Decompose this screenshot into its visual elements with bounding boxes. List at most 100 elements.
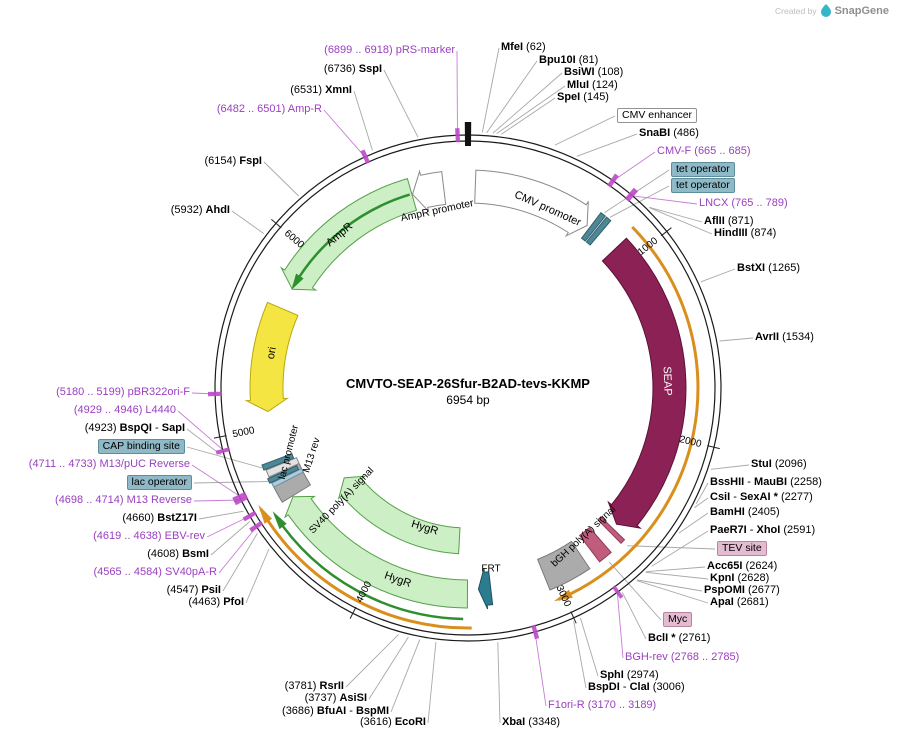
leader-psii bbox=[222, 533, 258, 592]
leader-bcli bbox=[621, 592, 647, 640]
feature-frt bbox=[477, 568, 494, 610]
feature-m13-rev bbox=[271, 468, 304, 488]
feature-tet-operator bbox=[580, 212, 607, 242]
primer-mark-lncx bbox=[624, 187, 638, 202]
primer-mark-cmv-f bbox=[607, 173, 619, 188]
feature-hygr-orf-arrowhead bbox=[272, 511, 287, 530]
leader-snabi bbox=[576, 133, 638, 157]
feature-hygr-orf bbox=[274, 514, 464, 621]
feature-hygr bbox=[283, 495, 469, 609]
snapgene-logo-icon bbox=[820, 4, 831, 17]
leader-myc bbox=[608, 561, 662, 621]
leader-asisi bbox=[368, 636, 409, 700]
feature-myc bbox=[578, 526, 612, 563]
leader-paer7i-xhoi bbox=[651, 530, 709, 567]
leader-bspqi-sapi bbox=[186, 428, 222, 456]
feature-bgh-poly-a-signal bbox=[536, 540, 591, 591]
leader-m13-puc-reverse bbox=[191, 464, 241, 498]
feature-hygr bbox=[337, 475, 461, 555]
leader-fspi bbox=[263, 161, 300, 197]
inner-label-m13-rev: M13 rev bbox=[301, 436, 323, 474]
leader-bsmi bbox=[210, 521, 250, 556]
inner-label-seap: SEAP bbox=[661, 366, 674, 396]
leader-ahdi bbox=[231, 210, 265, 234]
feature-seap-orf bbox=[557, 225, 700, 601]
primer-mark-l4440 bbox=[215, 447, 231, 455]
feature-ori bbox=[244, 301, 299, 413]
feature-tet-operator bbox=[585, 216, 612, 246]
leader-xmni bbox=[353, 90, 373, 151]
plasmid-title-block: CMVTO-SEAP-26Sfur-B2AD-tevs-KKMP 6954 bp bbox=[346, 376, 590, 407]
leader-lac-operator bbox=[193, 481, 268, 484]
leader-stui bbox=[710, 464, 750, 470]
leader-bstxi bbox=[700, 268, 736, 283]
inner-label-frt: FRT bbox=[481, 564, 500, 575]
leader-sspi bbox=[383, 69, 419, 138]
feature-seap bbox=[601, 237, 687, 529]
primer-mark-m13-reverse bbox=[234, 495, 249, 506]
leader-csii-sexai bbox=[694, 497, 709, 509]
leader-ecori bbox=[427, 641, 437, 724]
leader-l4440 bbox=[177, 410, 225, 452]
tick-2000 bbox=[707, 445, 720, 450]
primer-mark-bgh-rev bbox=[612, 585, 624, 599]
leader-bpu10i bbox=[486, 60, 538, 133]
leader-cmv-f bbox=[612, 151, 656, 182]
watermark: Created by SnapGene bbox=[775, 4, 889, 17]
feature-cmv-promoter bbox=[474, 169, 589, 238]
feature-ampr bbox=[279, 177, 418, 291]
leader-bstz17i bbox=[198, 510, 244, 520]
leader-tev-site bbox=[627, 545, 716, 550]
primer-mark-ebv-rev bbox=[242, 510, 257, 522]
leader-pfoi bbox=[245, 548, 270, 604]
tick-label-2000: 2000 bbox=[678, 434, 703, 450]
leader-sphi bbox=[579, 617, 599, 677]
leader-hindiii bbox=[649, 207, 713, 235]
leader-cmv-enhancer bbox=[554, 115, 616, 146]
primer-mark-m13-puc-reverse bbox=[232, 491, 248, 503]
feature-orf-frame bbox=[259, 508, 472, 630]
leader-f1ori-r bbox=[534, 630, 547, 707]
leader-bsiwi bbox=[492, 72, 563, 134]
primer-mark-amp-r bbox=[360, 149, 371, 164]
primer-mark-sv40pa-r bbox=[249, 520, 264, 533]
leader-bgh-rev bbox=[616, 591, 624, 659]
tick-label-3000: 3000 bbox=[554, 584, 573, 609]
tick-3000 bbox=[570, 611, 577, 624]
primer-mark-prs-marker bbox=[455, 128, 460, 143]
leader-sv40pa-r bbox=[218, 525, 258, 574]
inner-label-ori: ori bbox=[265, 346, 279, 360]
watermark-brand: SnapGene bbox=[834, 4, 889, 17]
leader-aflii bbox=[649, 206, 703, 223]
tick-6000 bbox=[271, 219, 282, 229]
leader-bfuai-bspmi bbox=[390, 639, 421, 713]
feature-tev-site bbox=[597, 516, 626, 545]
plasmid-name: CMVTO-SEAP-26Sfur-B2AD-tevs-KKMP bbox=[346, 376, 590, 391]
leader-mfei bbox=[481, 47, 500, 133]
primer-mark-f1ori-r bbox=[531, 624, 540, 640]
leader-acc65i bbox=[646, 566, 706, 573]
leader-avrii bbox=[719, 337, 754, 342]
feature-seap-orf-arrowhead bbox=[553, 589, 573, 602]
feature-cap-binding-site bbox=[261, 453, 295, 471]
feature-lac-operator bbox=[267, 465, 300, 484]
primer-mark-pbr322ori-f bbox=[208, 391, 223, 397]
leader-amp-r bbox=[323, 109, 366, 158]
leader-bamhi bbox=[678, 512, 709, 534]
tick-5000 bbox=[213, 435, 227, 439]
feature-ampr-orf-arrowhead bbox=[291, 273, 304, 290]
origin-tick bbox=[464, 121, 472, 146]
leader-pspomi bbox=[637, 579, 703, 592]
leader-mlui bbox=[496, 85, 566, 134]
feature-orf-frame-arrowhead bbox=[258, 504, 273, 524]
leader-rsrii bbox=[345, 634, 399, 688]
plasmid-length: 6954 bp bbox=[446, 393, 490, 407]
tick-1000 bbox=[660, 227, 672, 237]
leader-bsshii-maubi bbox=[695, 482, 709, 505]
leader-ebv-rev bbox=[206, 515, 251, 538]
feature-ampr-promoter bbox=[411, 169, 447, 213]
feature-ampr-orf bbox=[292, 193, 411, 287]
leader-bspdi-clai bbox=[573, 621, 587, 689]
